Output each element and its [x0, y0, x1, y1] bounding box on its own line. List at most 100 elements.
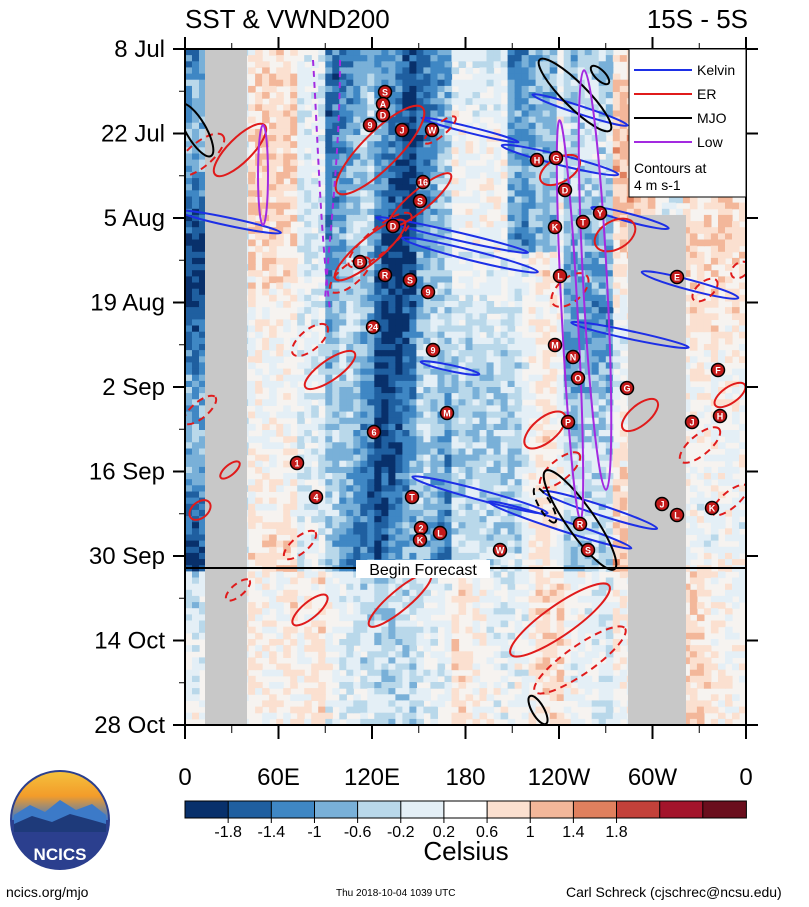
- heatmap-cell: [500, 540, 509, 548]
- heatmap-cell: [255, 128, 263, 136]
- heatmap-cell: [577, 153, 586, 161]
- heatmap-cell: [199, 436, 207, 443]
- heatmap-cell: [388, 85, 396, 93]
- heatmap-cell: [556, 374, 565, 382]
- heatmap-cell: [297, 227, 305, 234]
- heatmap-cell: [255, 503, 263, 511]
- heatmap-cell: [521, 190, 530, 197]
- heatmap-cell: [353, 430, 361, 437]
- heatmap-cell: [346, 639, 354, 646]
- heatmap-cell: [255, 466, 263, 474]
- heatmap-cell: [304, 595, 312, 603]
- heatmap-cell: [493, 331, 502, 339]
- heatmap-cell: [423, 67, 431, 75]
- heatmap-cell: [255, 104, 263, 111]
- heatmap-cell: [409, 479, 417, 486]
- heatmap-cell: [297, 190, 305, 197]
- heatmap-cell: [283, 319, 291, 327]
- heatmap-cell: [353, 128, 361, 136]
- heatmap-cell: [248, 688, 256, 695]
- heatmap-cell: [360, 473, 368, 480]
- heatmap-cell: [535, 559, 544, 566]
- heatmap-cell: [290, 669, 298, 677]
- heatmap-cell: [507, 485, 516, 492]
- heatmap-cell: [276, 190, 284, 197]
- heatmap-cell: [290, 85, 298, 93]
- heatmap-cell: [381, 331, 389, 339]
- heatmap-cell: [514, 442, 523, 449]
- heatmap-cell: [472, 688, 481, 695]
- heatmap-cell: [381, 380, 389, 388]
- heatmap-cell: [374, 608, 382, 615]
- heatmap-cell: [290, 233, 298, 241]
- heatmap-cell: [360, 583, 368, 591]
- heatmap-cell: [493, 147, 502, 154]
- heatmap-cell: [185, 257, 193, 265]
- heatmap-cell: [353, 614, 361, 622]
- heatmap-cell: [262, 221, 270, 228]
- heatmap-cell: [325, 497, 333, 505]
- heatmap-cell: [395, 460, 403, 468]
- heatmap-cell: [444, 645, 453, 652]
- heatmap-cell: [423, 669, 431, 677]
- heatmap-cell: [339, 128, 347, 136]
- heatmap-cell: [458, 196, 467, 204]
- heatmap-cell: [381, 344, 389, 351]
- heatmap-cell: [332, 503, 340, 511]
- heatmap-cell: [563, 313, 572, 320]
- heatmap-cell: [451, 460, 460, 468]
- heatmap-cell: [374, 141, 382, 148]
- heatmap-cell: [192, 417, 200, 425]
- heatmap-cell: [381, 485, 389, 492]
- heatmap-cell: [339, 473, 347, 480]
- heatmap-cell: [346, 460, 354, 468]
- heatmap-cell: [423, 368, 431, 376]
- heatmap-cell: [507, 227, 516, 234]
- heatmap-cell: [577, 208, 586, 216]
- heatmap-cell: [325, 589, 333, 597]
- heatmap-cell: [381, 61, 389, 68]
- heatmap-cell: [430, 393, 438, 400]
- heatmap-cell: [318, 466, 326, 474]
- heatmap-cell: [311, 221, 319, 228]
- heatmap-cell: [507, 331, 516, 339]
- heatmap-cell: [185, 540, 193, 548]
- heatmap-cell: [570, 583, 579, 591]
- heatmap-cell: [360, 485, 368, 492]
- heatmap-cell: [570, 147, 579, 154]
- heatmap-cell: [402, 608, 410, 615]
- heatmap-cell: [479, 712, 488, 720]
- heatmap-cell: [353, 546, 361, 554]
- heatmap-cell: [304, 190, 312, 197]
- heatmap-cell: [346, 473, 354, 480]
- heatmap-cell: [367, 264, 375, 271]
- heatmap-cell: [374, 540, 382, 548]
- heatmap-cell: [262, 178, 270, 185]
- heatmap-cell: [514, 344, 523, 351]
- heatmap-cell: [199, 264, 207, 271]
- heatmap-cell: [465, 325, 474, 333]
- heatmap-cell: [297, 387, 305, 394]
- heatmap-cell: [395, 276, 403, 284]
- heatmap-cell: [542, 61, 551, 68]
- heatmap-cell: [199, 104, 207, 111]
- heatmap-cell: [486, 325, 495, 333]
- heatmap-cell: [360, 208, 368, 216]
- heatmap-cell: [472, 411, 481, 419]
- heatmap-cell: [535, 79, 544, 87]
- heatmap-cell: [409, 264, 417, 271]
- heatmap-cell: [255, 319, 263, 327]
- heatmap-cell: [521, 233, 530, 241]
- heatmap-cell: [458, 393, 467, 400]
- heatmap-cell: [500, 645, 509, 652]
- heatmap-cell: [444, 85, 453, 93]
- heatmap-cell: [381, 73, 389, 81]
- heatmap-cell: [458, 313, 467, 320]
- heatmap-cell: [416, 436, 424, 443]
- heatmap-cell: [570, 202, 579, 210]
- heatmap-cell: [199, 135, 207, 142]
- heatmap-cell: [332, 202, 340, 210]
- heatmap-cell: [276, 153, 284, 161]
- heatmap-cell: [458, 387, 467, 394]
- heatmap-cell: [465, 294, 474, 302]
